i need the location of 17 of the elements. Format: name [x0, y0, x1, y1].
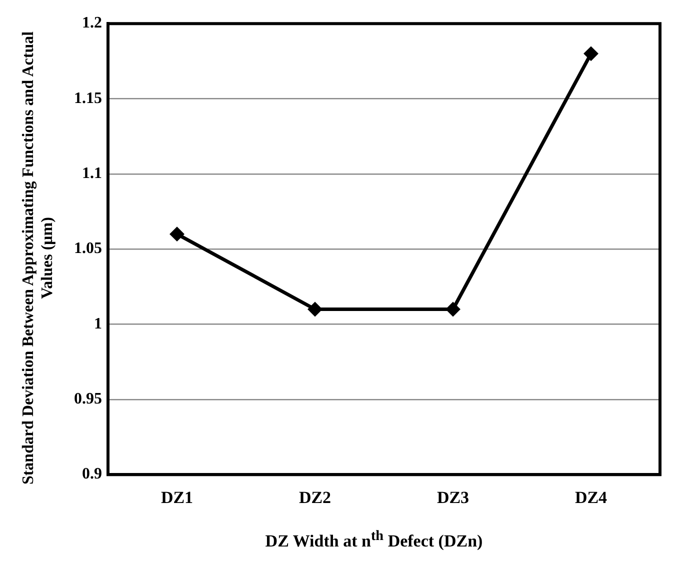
y-tick-label: 0.9 — [82, 466, 102, 483]
point — [584, 46, 598, 60]
x-tick-label: DZ1 — [160, 488, 194, 508]
point — [446, 302, 460, 316]
y-tick-label: 1.2 — [82, 14, 102, 32]
y-axis-title: Standard Deviation Between Approximating Functions and Actual Values (μm) — [19, 30, 57, 487]
y-tick-label: 1.1 — [82, 165, 102, 182]
point — [170, 227, 184, 241]
x-tick-label: DZ4 — [574, 488, 608, 508]
y-tick-label: 0.95 — [74, 390, 102, 408]
x-tick-label: DZ3 — [436, 488, 470, 508]
y-tick-label: 1 — [94, 315, 102, 332]
x-axis-title: DZ Width at n$^{th}$ Defect (DZn) — [264, 528, 484, 552]
point — [308, 302, 322, 316]
y-tick-label: 1.15 — [74, 90, 102, 107]
y-tick-label: 1.05 — [74, 240, 102, 258]
x-tick-label: DZ2 — [298, 488, 332, 508]
